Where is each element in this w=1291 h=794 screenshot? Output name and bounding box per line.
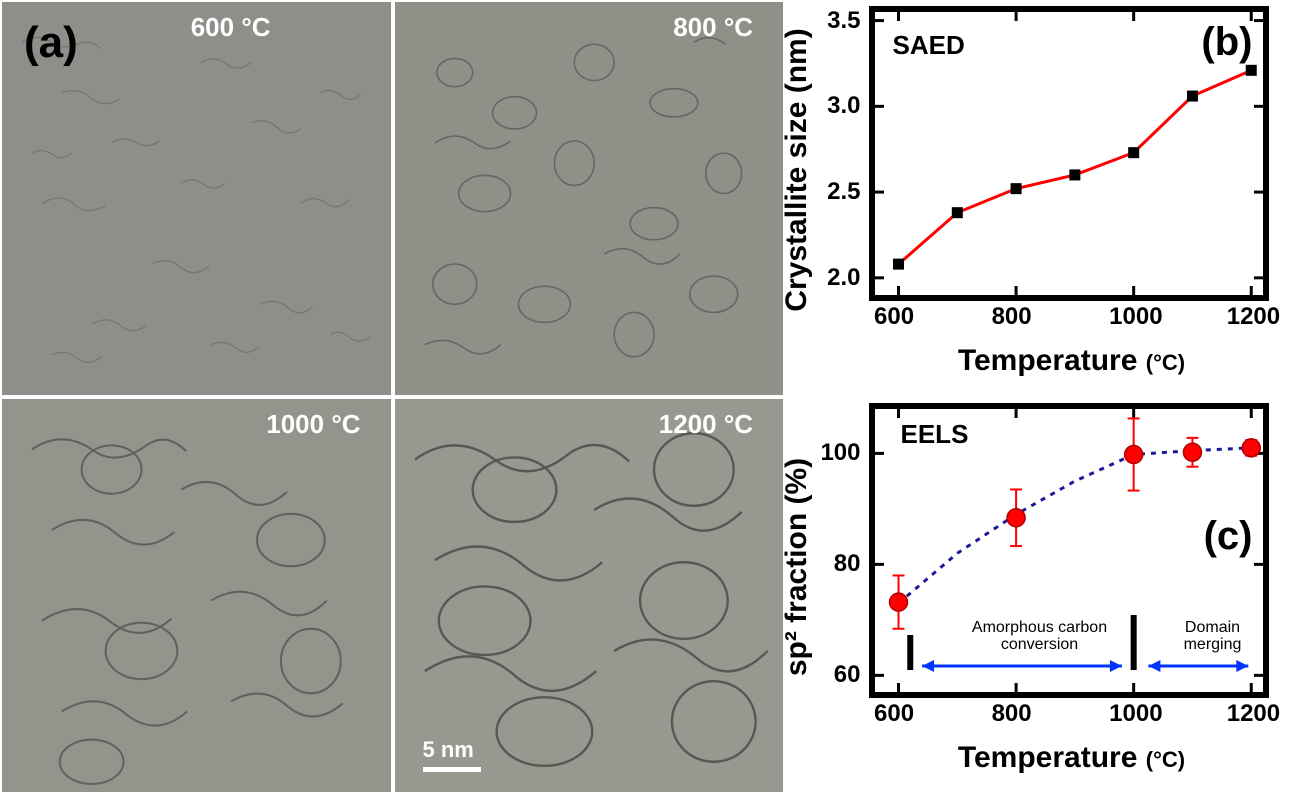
tem-texture-800 <box>395 2 784 395</box>
tem-texture-1200 <box>395 399 784 792</box>
chart-c-xlabel: Temperature (°C) <box>793 741 1290 775</box>
tem-1200c: 1200 °C 5 nm <box>395 399 784 792</box>
tem-texture-1000 <box>2 399 391 792</box>
chart-c-area: sp² fraction (%) EELS (c) Amorphous carb… <box>797 397 1287 737</box>
tem-600c: (a) 600 °C <box>2 2 391 395</box>
chart-c-anno2: Domain merging <box>1177 619 1249 654</box>
figure-container: (a) 600 °C <box>0 0 1291 794</box>
scalebar-text: 5 nm <box>423 737 474 763</box>
tem-1000c: 1000 °C <box>2 399 391 792</box>
chart-b-plotbox: SAED (b) <box>869 6 1269 301</box>
chart-c-xlabel-main: Temperature <box>958 741 1138 774</box>
panel-a-grid: (a) 600 °C <box>0 0 785 794</box>
tem-label-1200: 1200 °C <box>659 409 753 440</box>
chart-c-wrap: sp² fraction (%) EELS (c) Amorphous carb… <box>793 397 1290 794</box>
chart-b-ylabel: Crystallite size (nm) <box>780 28 814 311</box>
chart-b-xlabel-main: Temperature <box>958 344 1138 377</box>
chart-c-xlabel-unit: (°C) <box>1146 747 1185 772</box>
panel-a-tag: (a) <box>24 18 78 68</box>
chart-c-anno1: Amorphous carbon conversion <box>970 619 1110 654</box>
chart-b-xlabel-unit: (°C) <box>1146 350 1185 375</box>
chart-b-wrap: Crystallite size (nm) SAED (b) 600800100… <box>793 0 1290 397</box>
tem-label-600: 600 °C <box>191 12 271 43</box>
tem-label-1000: 1000 °C <box>266 409 360 440</box>
scalebar: 5 nm <box>423 737 481 772</box>
chart-b-xlabel: Temperature (°C) <box>793 344 1290 378</box>
chart-c-ylabel: sp² fraction (%) <box>780 458 814 676</box>
tem-800c: 800 °C <box>395 2 784 395</box>
scalebar-line <box>423 767 481 772</box>
tem-label-800: 800 °C <box>673 12 753 43</box>
chart-b-area: Crystallite size (nm) SAED (b) 600800100… <box>797 0 1287 340</box>
chart-b-svg <box>875 12 1263 295</box>
chart-c-plotbox: EELS (c) Amorphous carbon conversion Dom… <box>869 403 1269 698</box>
right-panel: Crystallite size (nm) SAED (b) 600800100… <box>785 0 1290 794</box>
